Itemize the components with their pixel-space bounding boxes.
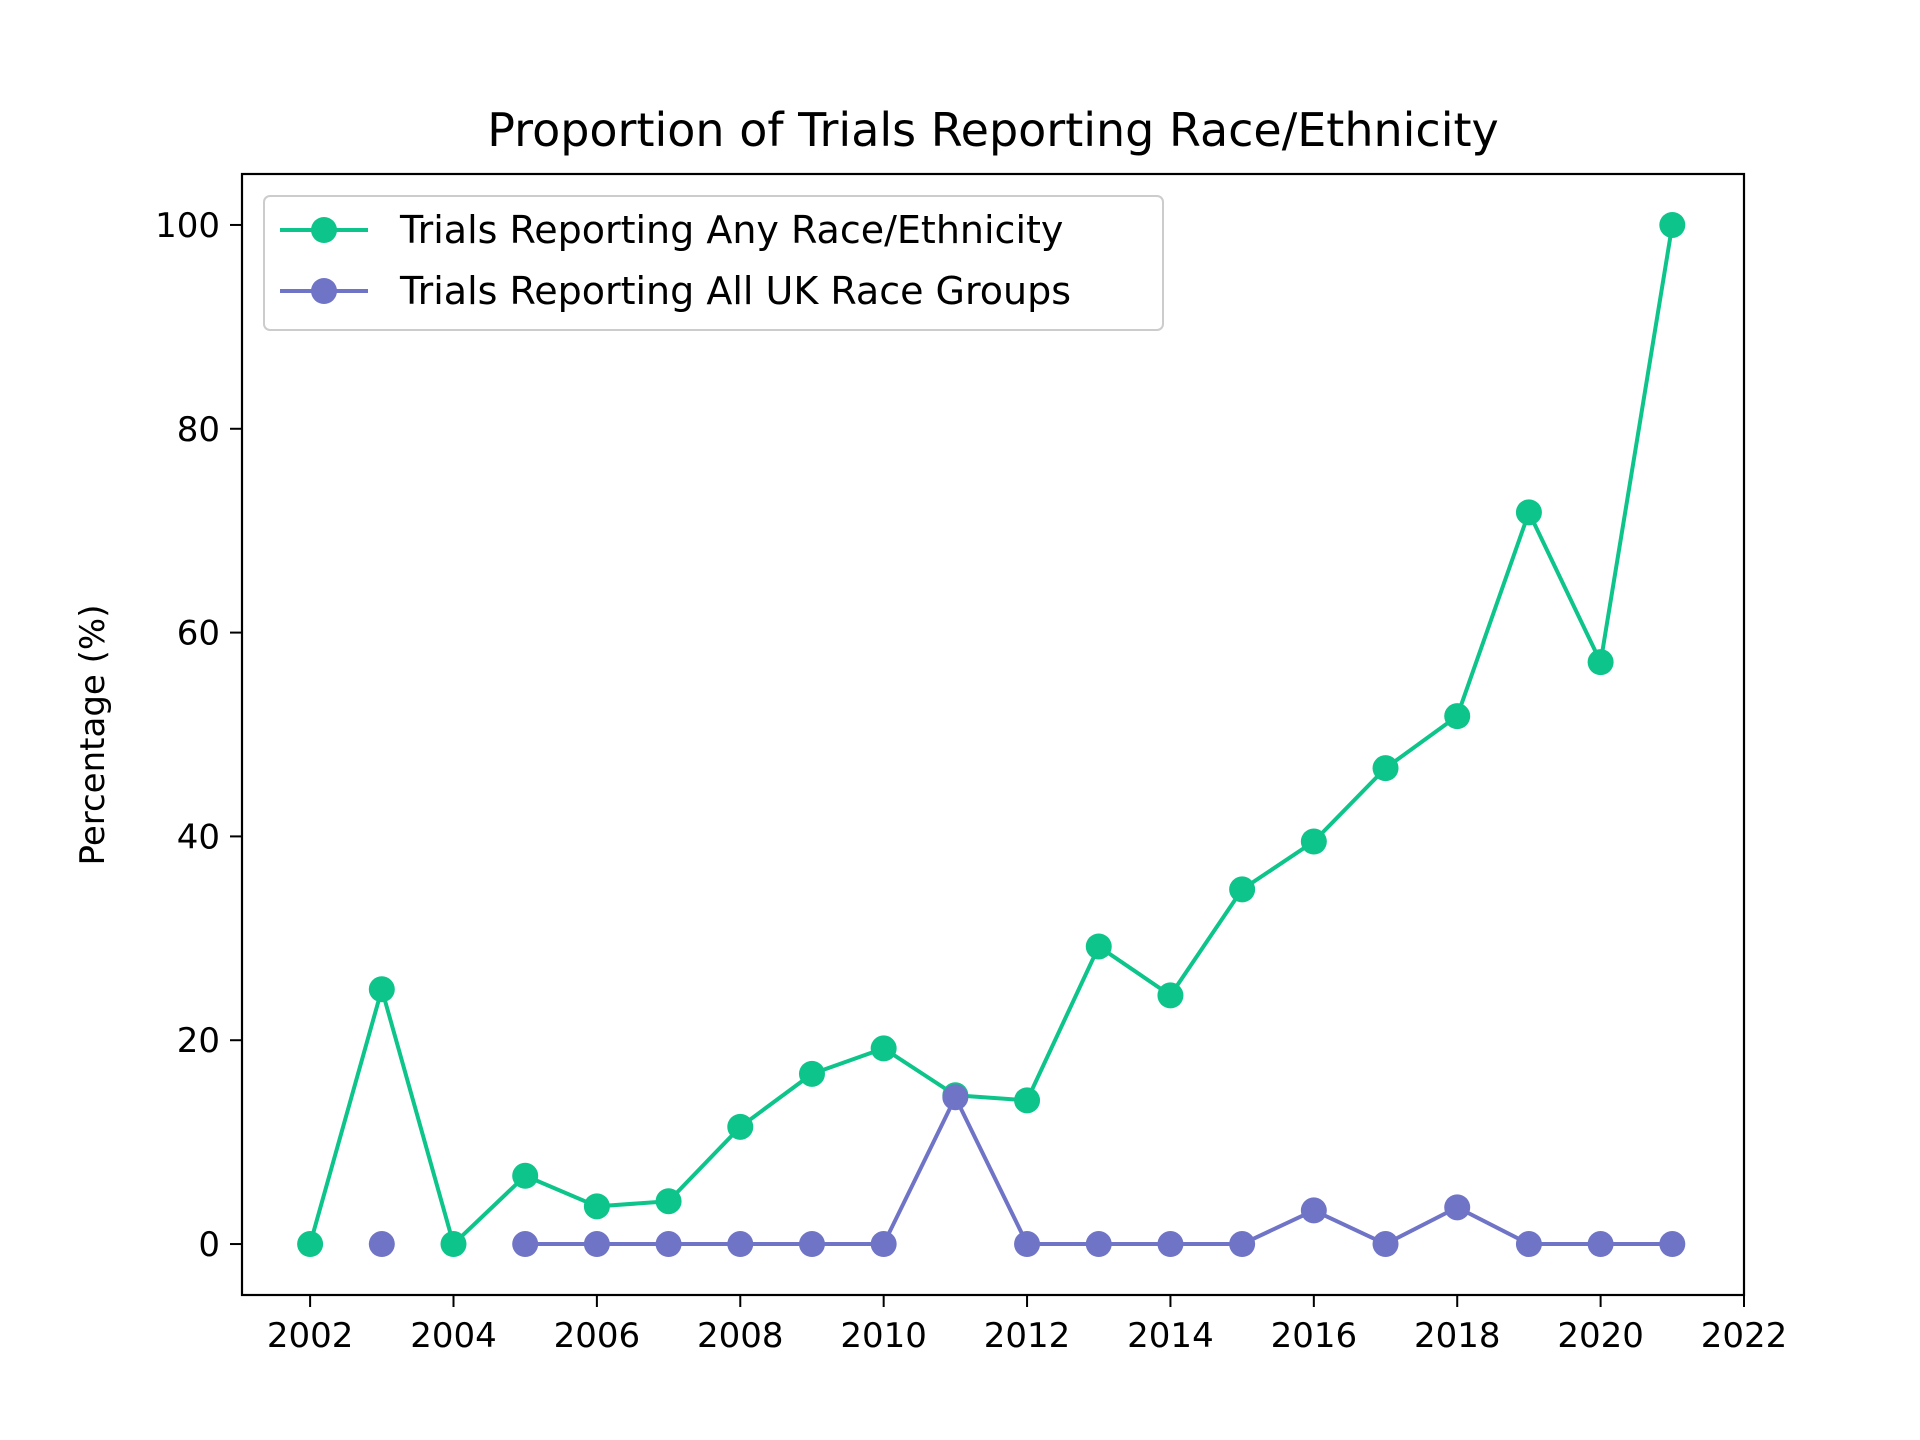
data-point — [870, 1035, 897, 1062]
y-tick-label: 100 — [155, 206, 220, 246]
data-point — [1444, 1194, 1471, 1221]
legend-label: Trials Reporting All UK Race Groups — [399, 269, 1071, 313]
x-tick-label: 2022 — [1701, 1316, 1788, 1356]
data-point — [942, 1084, 969, 1111]
data-point — [655, 1188, 682, 1215]
data-point — [297, 1231, 324, 1258]
x-tick-label: 2016 — [1271, 1316, 1358, 1356]
data-point — [727, 1113, 754, 1140]
axes: 2002 2004 2006 2008 2010 2012 2014 2016 2018 2020… — [155, 206, 1787, 1356]
y-tick-label: 40 — [177, 817, 220, 857]
data-point — [1372, 755, 1399, 782]
data-point — [440, 1231, 467, 1258]
y-tick-label: 80 — [177, 410, 220, 450]
data-point — [368, 976, 395, 1003]
data-point — [1085, 933, 1112, 960]
data-point — [1300, 1197, 1327, 1224]
data-point — [1014, 1231, 1041, 1258]
data-point — [727, 1231, 754, 1258]
data-point — [1515, 1231, 1542, 1258]
series-2 — [368, 1084, 1686, 1258]
data-point — [1515, 499, 1542, 526]
x-tick-label: 2002 — [267, 1316, 354, 1356]
data-point — [512, 1162, 539, 1189]
data-point — [1372, 1231, 1399, 1258]
y-axis-label: Percentage (%) — [73, 605, 113, 866]
data-point — [368, 1231, 395, 1258]
y-tick-label: 20 — [177, 1021, 220, 1061]
data-point — [1300, 828, 1327, 855]
series-1 — [297, 211, 1686, 1258]
legend-label: Trials Reporting Any Race/Ethnicity — [399, 208, 1063, 252]
x-tick-label: 2006 — [554, 1316, 641, 1356]
legend-marker — [311, 217, 337, 243]
data-point — [1587, 1231, 1614, 1258]
series-line — [308, 224, 1675, 1247]
data-point — [1229, 876, 1256, 903]
data-point — [583, 1193, 610, 1220]
data-point — [1659, 211, 1686, 238]
data-point — [1085, 1231, 1112, 1258]
data-point — [1014, 1087, 1041, 1114]
data-point — [798, 1231, 825, 1258]
legend: Trials Reporting Any Race/Ethnicity Trial… — [263, 195, 1164, 331]
x-tick-label: 2010 — [840, 1316, 927, 1356]
y-tick-label: 0 — [198, 1225, 220, 1265]
data-point — [512, 1231, 539, 1258]
data-point — [583, 1231, 610, 1258]
data-point — [1157, 1231, 1184, 1258]
y-tick-label: 60 — [177, 614, 220, 654]
data-point — [1157, 982, 1184, 1009]
x-tick-label: 2020 — [1557, 1316, 1644, 1356]
data-point — [1659, 1231, 1686, 1258]
data-point — [798, 1060, 825, 1087]
x-tick-label: 2014 — [1127, 1316, 1214, 1356]
data-point — [1587, 649, 1614, 676]
legend-marker — [311, 278, 337, 304]
legend-box — [263, 195, 1164, 331]
data-point — [870, 1231, 897, 1258]
x-tick-label: 2004 — [410, 1316, 497, 1356]
data-point — [1229, 1231, 1256, 1258]
chart-title: Proportion of Trials Reporting Race/Ethn… — [487, 103, 1499, 157]
plot-area — [297, 211, 1686, 1258]
x-tick-label: 2012 — [984, 1316, 1071, 1356]
data-point — [655, 1231, 682, 1258]
x-tick-label: 2018 — [1414, 1316, 1501, 1356]
x-tick-label: 2008 — [697, 1316, 784, 1356]
data-point — [1444, 703, 1471, 730]
plot-frame — [240, 172, 1746, 1297]
